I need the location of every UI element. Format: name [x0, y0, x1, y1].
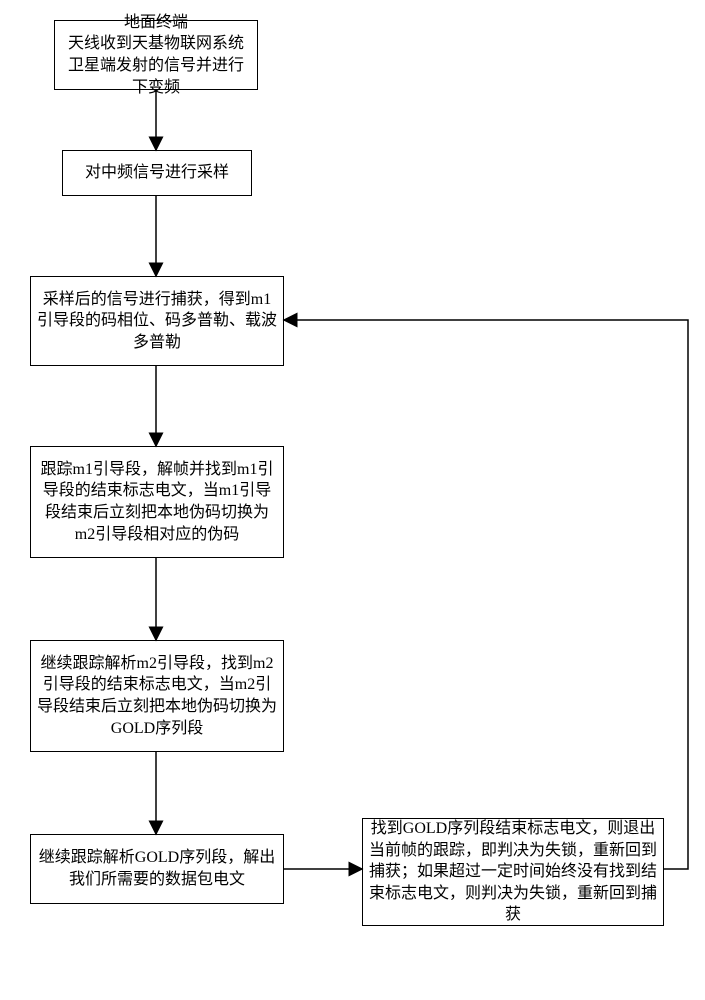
node-track-m1: 跟踪m1引导段，解帧并找到m1引导段的结束标志电文，当m1引导段结束后立刻把本地… [30, 446, 284, 558]
node-lost-lock: 找到GOLD序列段结束标志电文，则退出当前帧的跟踪，即判决为失锁，重新回到捕获；… [362, 818, 664, 926]
node-track-gold: 继续跟踪解析GOLD序列段，解出我们所需要的数据包电文 [30, 834, 284, 904]
node-track-m2: 继续跟踪解析m2引导段，找到m2引导段的结束标志电文，当m2引导段结束后立刻把本… [30, 640, 284, 752]
node-ground-terminal: 地面终端 天线收到天基物联网系统卫星端发射的信号并进行下变频 [54, 20, 258, 90]
node-sample-if: 对中频信号进行采样 [62, 150, 252, 196]
node-text: 地面终端 天线收到天基物联网系统卫星端发射的信号并进行下变频 [55, 8, 257, 102]
node-text: 对中频信号进行采样 [79, 158, 235, 188]
flowchart-canvas: 地面终端 天线收到天基物联网系统卫星端发射的信号并进行下变频 对中频信号进行采样… [0, 0, 705, 1000]
node-text: 继续跟踪解析GOLD序列段，解出我们所需要的数据包电文 [31, 843, 283, 894]
node-text: 跟踪m1引导段，解帧并找到m1引导段的结束标志电文，当m1引导段结束后立刻把本地… [31, 455, 283, 549]
node-acquire: 采样后的信号进行捕获，得到m1引导段的码相位、码多普勒、载波多普勒 [30, 276, 284, 366]
node-text: 采样后的信号进行捕获，得到m1引导段的码相位、码多普勒、载波多普勒 [31, 285, 283, 358]
node-text: 找到GOLD序列段结束标志电文，则退出当前帧的跟踪，即判决为失锁，重新回到捕获；… [363, 814, 663, 930]
node-text: 继续跟踪解析m2引导段，找到m2引导段的结束标志电文，当m2引导段结束后立刻把本… [31, 649, 283, 743]
